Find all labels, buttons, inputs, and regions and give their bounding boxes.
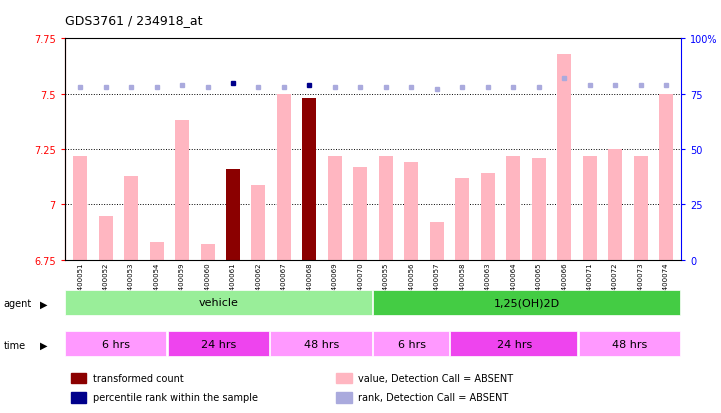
Text: 6 hrs: 6 hrs (398, 339, 425, 349)
Bar (328, 157, 342, 260)
Text: GDS3761 / 234918_at: GDS3761 / 234918_at (65, 14, 203, 27)
Text: time: time (4, 340, 26, 350)
Bar (659, 95, 673, 260)
Text: 48 hrs: 48 hrs (612, 339, 647, 349)
Bar (481, 174, 495, 260)
FancyBboxPatch shape (65, 332, 167, 356)
Text: transformed count: transformed count (92, 373, 183, 383)
Text: ▶: ▶ (40, 340, 47, 350)
Text: 24 hrs: 24 hrs (497, 339, 532, 349)
FancyBboxPatch shape (578, 332, 680, 356)
Text: 24 hrs: 24 hrs (201, 339, 236, 349)
Bar (200, 245, 215, 260)
Bar (455, 178, 469, 260)
Bar (634, 157, 647, 260)
Bar (149, 242, 164, 260)
Text: ▶: ▶ (40, 299, 47, 309)
Text: rank, Detection Call = ABSENT: rank, Detection Call = ABSENT (358, 392, 508, 402)
Bar (557, 55, 571, 260)
Bar (404, 163, 418, 260)
FancyBboxPatch shape (65, 290, 372, 315)
Text: value, Detection Call = ABSENT: value, Detection Call = ABSENT (358, 373, 513, 383)
Bar (71, 392, 87, 403)
Bar (336, 392, 352, 403)
Bar (506, 157, 521, 260)
FancyBboxPatch shape (167, 332, 269, 356)
Bar (608, 150, 622, 260)
Bar (336, 373, 352, 384)
Text: 48 hrs: 48 hrs (304, 339, 340, 349)
Text: percentile rank within the sample: percentile rank within the sample (92, 392, 257, 402)
Text: vehicle: vehicle (199, 297, 239, 308)
FancyBboxPatch shape (450, 332, 578, 356)
Bar (379, 157, 393, 260)
Bar (73, 157, 87, 260)
FancyBboxPatch shape (373, 290, 680, 315)
FancyBboxPatch shape (373, 332, 449, 356)
Bar (353, 167, 368, 260)
Bar (430, 223, 444, 260)
Bar (252, 185, 265, 260)
Text: 1,25(OH)2D: 1,25(OH)2D (494, 297, 560, 308)
Bar (302, 99, 317, 260)
Bar (99, 216, 112, 260)
Text: 6 hrs: 6 hrs (102, 339, 131, 349)
Text: agent: agent (4, 299, 32, 309)
Bar (175, 121, 189, 260)
Bar (277, 95, 291, 260)
Bar (124, 176, 138, 260)
Bar (531, 159, 546, 260)
Bar (71, 373, 87, 384)
Bar (226, 170, 240, 260)
FancyBboxPatch shape (270, 332, 372, 356)
Bar (583, 157, 597, 260)
